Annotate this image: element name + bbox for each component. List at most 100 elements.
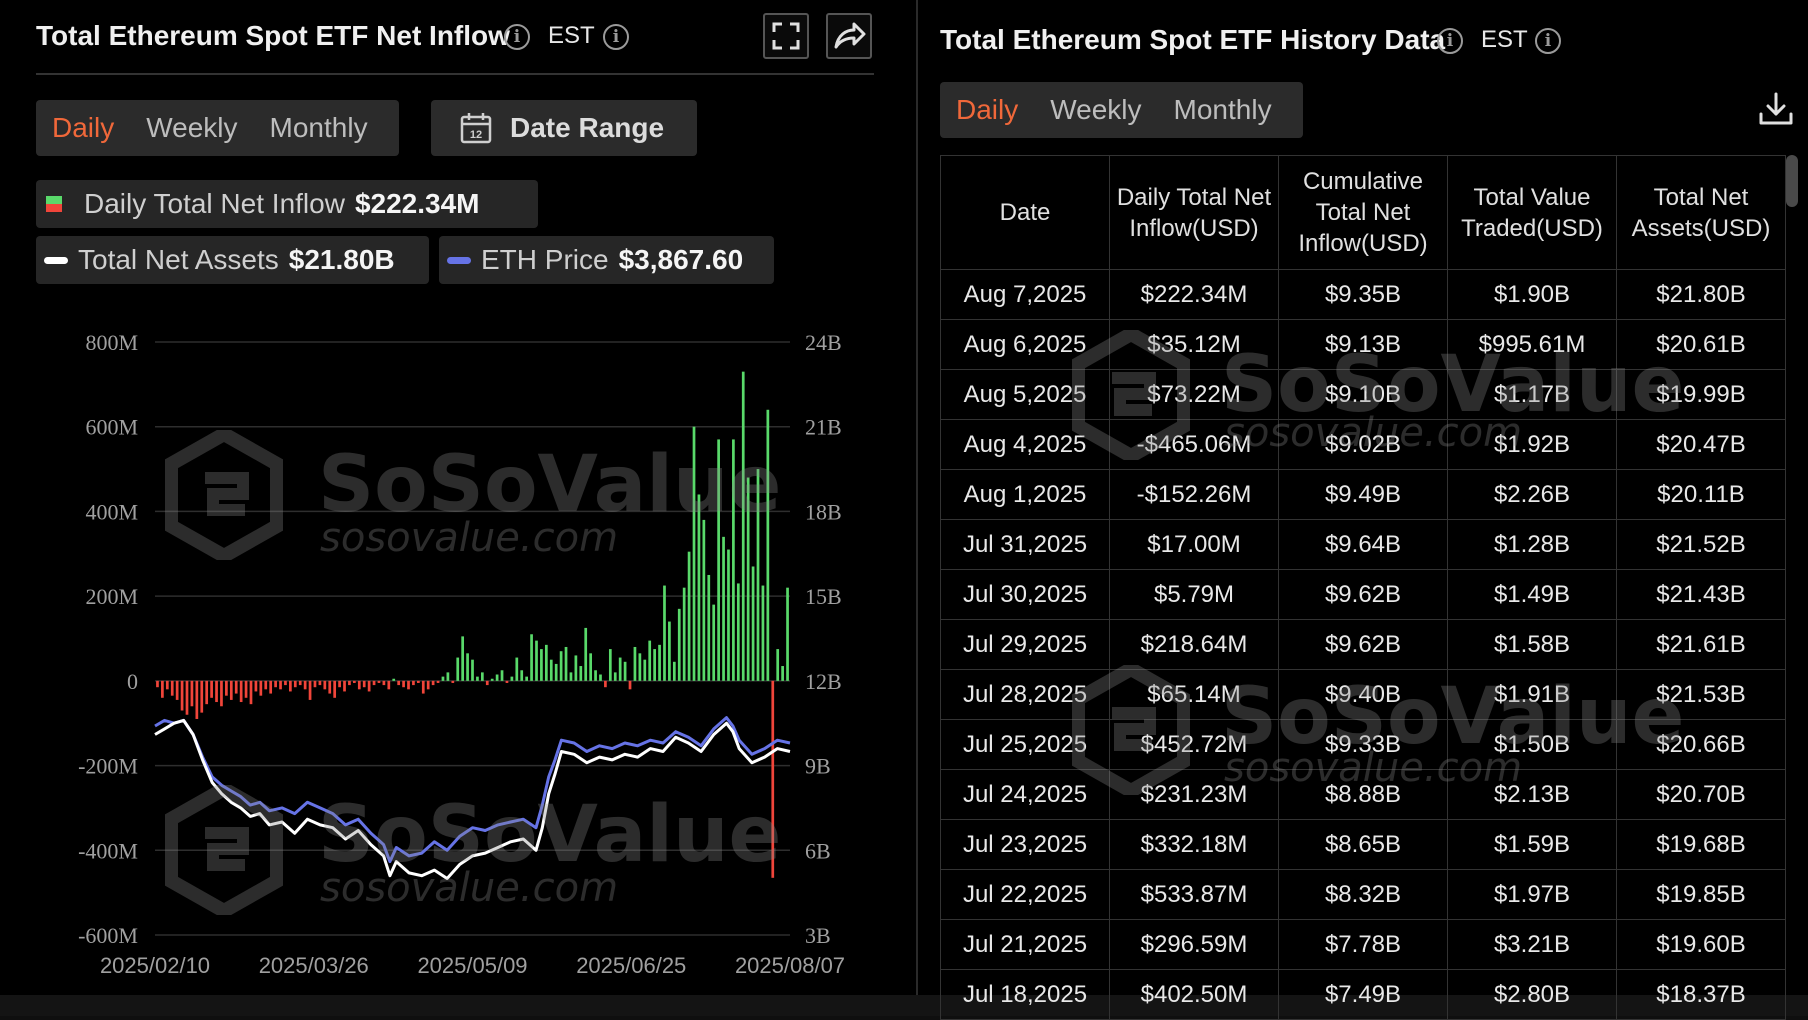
history-table: Date Daily Total Net Inflow(USD) Cumulat…	[940, 155, 1786, 1020]
inflow-bar-negative	[771, 680, 775, 878]
inflow-bar-negative	[244, 680, 248, 698]
legend-net-assets[interactable]: Total Net Assets $21.80B	[36, 236, 429, 284]
date-range-button[interactable]: 12 Date Range	[431, 100, 697, 156]
inflow-bar-negative	[190, 680, 194, 707]
tab-daily[interactable]: Daily	[52, 112, 115, 143]
left-axis-tick-label: 200M	[85, 584, 138, 609]
cumulative-cell: $7.78B	[1278, 919, 1448, 970]
inflow-bar-negative	[407, 680, 410, 690]
value-traded-cell: $1.91B	[1447, 669, 1617, 720]
column-header-cumulative-inflow[interactable]: Cumulative Total Net Inflow(USD)	[1278, 155, 1448, 270]
table-row[interactable]: Jul 21,2025 $296.59M $7.78B $3.21B $19.60B	[940, 919, 1786, 970]
price-legend-swatch	[447, 256, 471, 264]
table-row[interactable]: Jul 29,2025 $218.64M $9.62B $1.58B $21.61B	[940, 619, 1786, 670]
share-button[interactable]	[826, 13, 872, 59]
table-row[interactable]: Aug 5,2025 $73.22M $9.10B $1.17B $19.99B	[940, 369, 1786, 420]
inflow-bar-negative	[239, 680, 243, 703]
inflow-bar-positive	[446, 672, 450, 681]
inflow-bar-positive	[574, 655, 578, 681]
value-traded-cell: $1.28B	[1447, 519, 1617, 570]
inflow-bar-positive	[544, 644, 548, 681]
info-icon[interactable]: i	[504, 24, 530, 50]
inflow-cell: $5.79M	[1109, 569, 1279, 620]
legend-eth-price[interactable]: ETH Price $3,867.60	[439, 236, 774, 284]
table-row[interactable]: Jul 28,2025 $65.14M $9.40B $1.91B $21.53B	[940, 669, 1786, 720]
inflow-bar-negative	[318, 680, 322, 686]
column-header-date[interactable]: Date	[940, 155, 1110, 270]
inflow-bar-negative	[279, 680, 282, 690]
left-axis-tick-label: -400M	[78, 838, 138, 863]
left-axis-tick-label: -600M	[78, 923, 138, 948]
net-assets-cell: $20.66B	[1616, 719, 1786, 770]
table-row[interactable]: Jul 24,2025 $231.23M $8.88B $2.13B $20.70B	[940, 769, 1786, 820]
date-cell: Jul 18,2025	[940, 969, 1110, 1020]
x-axis-tick-label: 2025/08/07	[735, 953, 845, 978]
info-icon[interactable]: i	[1437, 28, 1463, 54]
table-row[interactable]: Aug 7,2025 $222.34M $9.35B $1.90B $21.80B	[940, 269, 1786, 320]
inflow-bar-negative	[436, 680, 440, 683]
table-row[interactable]: Jul 25,2025 $452.72M $9.33B $1.50B $20.66B	[940, 719, 1786, 770]
inflow-bar-negative	[156, 680, 159, 688]
inflow-bar-negative	[353, 680, 356, 683]
inflow-bar-positive	[786, 587, 789, 681]
right-axis-tick-label: 15B	[805, 584, 842, 609]
inflow-bar-negative	[254, 680, 258, 692]
table-row[interactable]: Aug 6,2025 $35.12M $9.13B $995.61M $20.61B	[940, 319, 1786, 370]
inflow-bar-negative	[367, 680, 371, 692]
inflow-bar-negative	[289, 680, 292, 692]
x-axis-tick-label: 2025/05/09	[417, 953, 527, 978]
table-row[interactable]: Jul 22,2025 $533.87M $8.32B $1.97B $19.85B	[940, 869, 1786, 920]
inflow-bar-positive	[480, 672, 484, 681]
assets-legend-value: $21.80B	[288, 244, 395, 275]
net-assets-cell: $19.60B	[1616, 919, 1786, 970]
inflow-cell: $231.23M	[1109, 769, 1279, 820]
cumulative-cell: $9.62B	[1278, 569, 1448, 620]
inflow-bar-positive	[712, 604, 716, 681]
value-traded-cell: $3.21B	[1447, 919, 1617, 970]
table-row[interactable]: Jul 30,2025 $5.79M $9.62B $1.49B $21.43B	[940, 569, 1786, 620]
timezone-label: EST	[548, 22, 595, 49]
table-row[interactable]: Jul 31,2025 $17.00M $9.64B $1.28B $21.52B	[940, 519, 1786, 570]
tab-weekly[interactable]: Weekly	[1050, 94, 1142, 125]
inflow-bar-positive	[672, 661, 676, 681]
share-icon	[834, 22, 866, 49]
inflow-bar-negative	[298, 680, 302, 686]
inflow-cell: $452.72M	[1109, 719, 1279, 770]
date-cell: Aug 6,2025	[940, 319, 1110, 370]
left-axis-tick-label: 400M	[85, 499, 138, 524]
table-row[interactable]: Jul 23,2025 $332.18M $8.65B $1.59B $19.68B	[940, 819, 1786, 870]
tab-weekly[interactable]: Weekly	[146, 112, 238, 143]
cumulative-cell: $9.64B	[1278, 519, 1448, 570]
date-cell: Jul 29,2025	[940, 619, 1110, 670]
value-traded-cell: $2.13B	[1447, 769, 1617, 820]
column-header-daily-inflow[interactable]: Daily Total Net Inflow(USD)	[1109, 155, 1279, 270]
table-row[interactable]: Aug 4,2025 -$465.06M $9.02B $1.92B $20.47B	[940, 419, 1786, 470]
inflow-cell: $296.59M	[1109, 919, 1279, 970]
fullscreen-button[interactable]	[763, 13, 809, 59]
column-header-value-traded[interactable]: Total Value Traded(USD)	[1447, 155, 1617, 270]
inflow-bar-positive	[535, 640, 538, 681]
inflow-cell: $73.22M	[1109, 369, 1279, 420]
tab-monthly[interactable]: Monthly	[1173, 94, 1272, 125]
table-row[interactable]: Jul 18,2025 $402.50M $7.49B $2.80B $18.37B	[940, 969, 1786, 1020]
timezone-label: EST	[1481, 26, 1528, 53]
timezone-info-icon[interactable]: i	[1535, 28, 1561, 54]
inflow-bar-negative	[215, 680, 218, 703]
download-button[interactable]	[1757, 90, 1795, 133]
column-header-net-assets[interactable]: Total Net Assets(USD)	[1616, 155, 1786, 270]
inflow-bar-positive	[495, 674, 499, 681]
legend-daily-inflow[interactable]: Daily Total Net Inflow $222.34M	[36, 180, 538, 228]
left-axis-tick-label: 600M	[85, 415, 138, 440]
inflow-bar-positive	[663, 585, 666, 681]
timezone-info-icon[interactable]: i	[603, 24, 629, 50]
price-legend-value: $3,867.60	[618, 244, 744, 275]
tab-daily[interactable]: Daily	[956, 94, 1019, 125]
download-icon	[1759, 92, 1793, 125]
inflow-cell: $218.64M	[1109, 619, 1279, 670]
cumulative-cell: $8.88B	[1278, 769, 1448, 820]
value-traded-cell: $1.49B	[1447, 569, 1617, 620]
table-scrollbar[interactable]	[1786, 155, 1798, 207]
tab-monthly[interactable]: Monthly	[269, 112, 368, 143]
table-row[interactable]: Aug 1,2025 -$152.26M $9.49B $2.26B $20.11B	[940, 469, 1786, 520]
inflow-bar-negative	[451, 680, 455, 683]
